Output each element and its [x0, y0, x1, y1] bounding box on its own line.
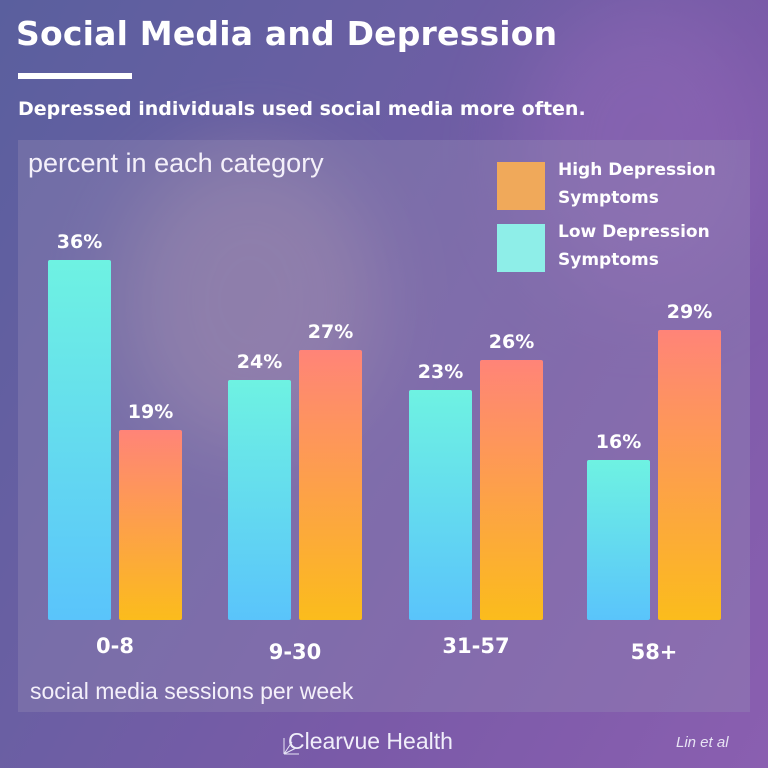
y-axis-label: percent in each category — [28, 148, 324, 178]
data-label: 36% — [57, 231, 102, 253]
chart-title: Social Media and Depression — [16, 14, 558, 53]
bar-high-31-57 — [480, 360, 543, 620]
background-blur — [520, 0, 768, 300]
bar-low-58+ — [587, 460, 650, 620]
data-label: 27% — [308, 321, 353, 343]
data-label: 16% — [596, 431, 641, 453]
x-tick-label: 9-30 — [269, 640, 322, 664]
data-label: 23% — [418, 361, 463, 383]
title-underline — [18, 73, 132, 79]
legend-label-low: Low Depression Symptoms — [558, 218, 738, 274]
x-tick-label: 58+ — [631, 640, 678, 664]
bar-high-0-8 — [119, 430, 182, 620]
bar-low-0-8 — [48, 260, 111, 620]
x-tick-label: 0-8 — [96, 634, 134, 658]
bar-low-31-57 — [409, 390, 472, 620]
chart-subtitle: Depressed individuals used social media … — [18, 98, 586, 120]
legend-label-line: Symptoms — [558, 250, 659, 270]
data-label: 26% — [489, 331, 534, 353]
logo-mark-icon — [283, 738, 299, 755]
x-tick-label: 31-57 — [442, 634, 509, 658]
bar-low-9-30 — [228, 380, 291, 620]
legend-label-line: Low Depression — [558, 222, 710, 242]
legend-label-line: High Depression — [558, 160, 716, 180]
legend-swatch-low — [497, 224, 545, 272]
citation: Lin et al — [676, 734, 729, 751]
legend-swatch-high — [497, 162, 545, 210]
brand-logo: Clearvue Health — [283, 728, 453, 755]
data-label: 24% — [237, 351, 282, 373]
bar-high-58+ — [658, 330, 721, 620]
legend-label-line: Symptoms — [558, 188, 659, 208]
x-axis-label: social media sessions per week — [30, 678, 354, 704]
brand-name: Clearvue Health — [288, 728, 453, 754]
data-label: 19% — [128, 401, 173, 423]
legend-label-high: High Depression Symptoms — [558, 156, 738, 212]
bar-high-9-30 — [299, 350, 362, 620]
data-label: 29% — [667, 301, 712, 323]
